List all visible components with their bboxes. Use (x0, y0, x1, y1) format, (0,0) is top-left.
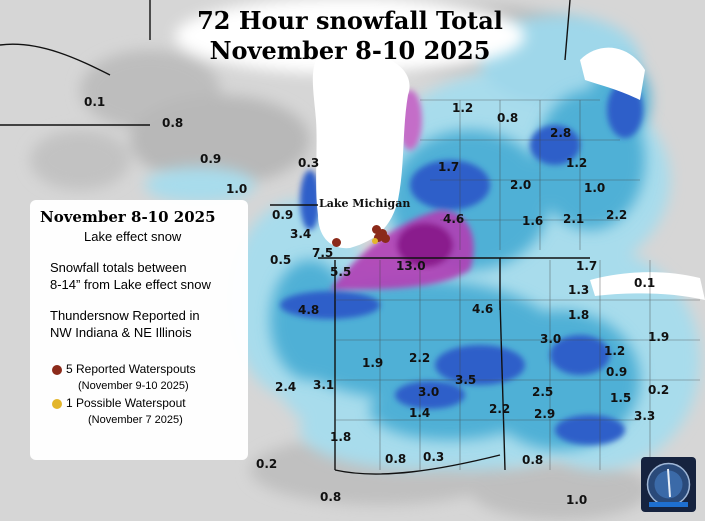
snowfall-value-label: 1.6 (522, 214, 544, 228)
snowfall-value-label: 1.2 (604, 344, 626, 358)
snowfall-value-label: 2.2 (606, 208, 628, 222)
waterspout-dot (381, 234, 390, 243)
snowfall-value-label: 2.1 (563, 212, 585, 226)
waterspout-dot (372, 225, 381, 234)
snowfall-value-label: 4.8 (298, 303, 320, 317)
map-title-line-1: 72 Hour snowfall Total (197, 6, 503, 35)
waterspout-legend-icon (52, 365, 62, 375)
snowfall-value-label: 0.8 (162, 116, 184, 130)
map-title-line-2: November 8-10 2025 (209, 36, 491, 65)
panel-heading: November 8-10 2025 (40, 208, 216, 226)
snowfall-value-label: 0.5 (270, 253, 292, 267)
snowfall-value-label: 4.6 (443, 212, 465, 226)
snowfall-value-label: 1.2 (452, 101, 474, 115)
legend-panel (30, 200, 248, 460)
snowfall-value-label: 7.5 (312, 246, 334, 260)
possible-waterspout-dot (372, 238, 378, 244)
snowfall-value-label: 0.8 (497, 111, 519, 125)
snowfall-value-label: 3.4 (290, 227, 312, 241)
snowfall-value-label: 1.4 (409, 406, 431, 420)
totals-text-line-1: Snowfall totals between (50, 260, 187, 275)
snowfall-value-label: 5.5 (330, 265, 352, 279)
snowfall-value-label: 2.8 (550, 126, 572, 140)
snowfall-value-label: 1.9 (648, 330, 670, 344)
snowfall-value-label: 0.9 (200, 152, 222, 166)
lake-michigan (312, 52, 410, 249)
waterspout-dot (374, 233, 383, 242)
heavy-snow-area (280, 82, 643, 445)
snowfall-value-label: 3.3 (634, 409, 656, 423)
title-backdrop (175, 0, 525, 74)
lake-michigan-label: Lake Michigan (319, 197, 411, 210)
waterspout-dot (378, 229, 387, 238)
snowfall-value-label: 0.1 (84, 95, 106, 109)
snowfall-value-label: 0.1 (634, 276, 656, 290)
legend-waterspouts-label: 5 Reported Waterspouts (66, 362, 196, 376)
snowfall-value-label: 1.7 (438, 160, 460, 174)
possible-waterspout-legend-icon (52, 399, 62, 409)
snowfall-value-label: 3.0 (540, 332, 562, 346)
snowfall-value-label: 0.9 (272, 208, 294, 222)
state-borders (0, 0, 590, 475)
totals-text-line-2: 8-14” from Lake effect snow (50, 277, 211, 292)
snowfall-value-label: 2.2 (489, 402, 511, 416)
snowfall-value-label: 0.8 (522, 453, 544, 467)
snowfall-value-label: 1.0 (566, 493, 588, 507)
snowfall-value-label: 1.3 (568, 283, 590, 297)
snowfall-value-label: 2.4 (275, 380, 297, 394)
lake-erie (590, 272, 705, 300)
snowfall-value-label: 1.5 (610, 391, 632, 405)
snow-station-logo-icon (641, 457, 696, 512)
legend-waterspouts-date: (November 9-10 2025) (78, 380, 189, 392)
snowfall-value-label: 2.5 (532, 385, 554, 399)
snowfall-value-label: 2.2 (409, 351, 431, 365)
snowfall-value-label: 2.9 (534, 407, 556, 421)
panel-subheading: Lake effect snow (84, 229, 182, 244)
thundersnow-text-line-1: Thundersnow Reported in (50, 308, 200, 323)
snowfall-value-label: 1.7 (576, 259, 598, 273)
snowfall-value-label: 0.8 (320, 490, 342, 504)
legend-possible-label: 1 Possible Waterspout (66, 396, 186, 410)
snowfall-value-label: 0.8 (385, 452, 407, 466)
snowfall-value-label: 0.3 (298, 156, 320, 170)
snowfall-value-label: 0.3 (423, 450, 445, 464)
snowfall-value-label: 3.0 (418, 385, 440, 399)
snowfall-value-label: 3.5 (455, 373, 477, 387)
county-lines (335, 99, 700, 470)
snowfall-value-label: 4.6 (472, 302, 494, 316)
snowfall-value-label: 0.2 (256, 457, 278, 471)
snowfall-value-label: 1.9 (362, 356, 384, 370)
legend-possible-date: (November 7 2025) (88, 414, 183, 426)
snowfall-value-label: 1.0 (584, 181, 606, 195)
snowfall-value-label: 1.2 (566, 156, 588, 170)
snowfall-value-label: 1.8 (568, 308, 590, 322)
snowfall-value-label: 1.8 (330, 430, 352, 444)
lake-huron (580, 47, 645, 100)
thundersnow-text-line-2: NW Indiana & NE Illinois (50, 325, 192, 340)
snowfall-value-label: 13.0 (396, 259, 426, 273)
snowfall-value-label: 2.0 (510, 178, 532, 192)
snowfall-value-label: 0.2 (648, 383, 670, 397)
snowfall-value-label: 0.9 (606, 365, 628, 379)
snowfall-value-label: 3.1 (313, 378, 335, 392)
snowfall-value-label: 1.0 (226, 182, 248, 196)
waterspout-dot (332, 238, 341, 247)
